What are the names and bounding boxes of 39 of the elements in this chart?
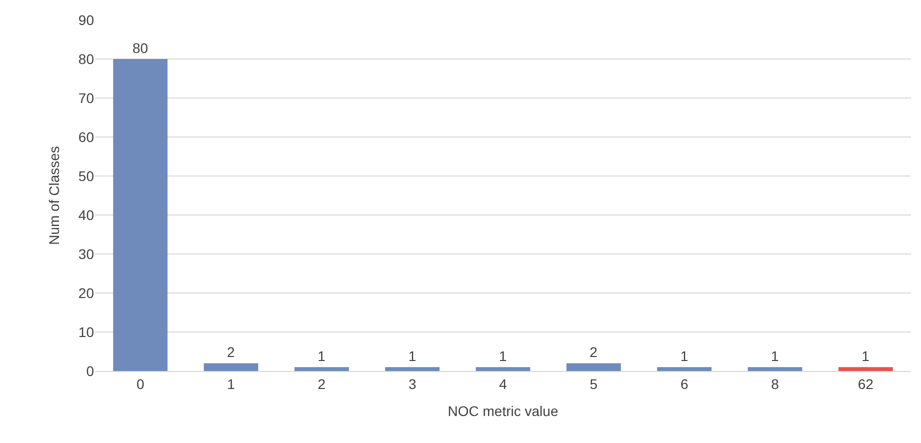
data-label: 1 bbox=[499, 348, 507, 364]
data-label: 2 bbox=[227, 344, 235, 360]
bar bbox=[385, 367, 440, 371]
x-tick-label: 6 bbox=[680, 376, 688, 392]
y-tick-label: 30 bbox=[78, 246, 94, 262]
bar bbox=[294, 367, 349, 371]
y-tick-label: 20 bbox=[78, 284, 94, 301]
data-label: 1 bbox=[771, 348, 779, 364]
y-tick-label: 80 bbox=[78, 50, 94, 67]
y-tick-label: 60 bbox=[78, 128, 94, 145]
bar bbox=[476, 367, 530, 371]
bar bbox=[566, 363, 621, 371]
bar bbox=[657, 367, 712, 371]
y-axis-title: Num of Classes bbox=[46, 146, 62, 245]
y-tick-label: 40 bbox=[78, 206, 94, 223]
data-label: 1 bbox=[862, 348, 870, 364]
bar bbox=[113, 59, 168, 371]
data-label: 1 bbox=[408, 348, 416, 364]
data-label: 1 bbox=[318, 348, 326, 364]
x-tick-label: 0 bbox=[136, 376, 144, 392]
data-label: 1 bbox=[680, 348, 688, 364]
bar bbox=[204, 363, 258, 371]
y-tick-label: 10 bbox=[78, 324, 94, 340]
y-tick-label: 70 bbox=[78, 90, 94, 106]
y-tick-label: 0 bbox=[86, 362, 94, 379]
x-tick-label: 5 bbox=[590, 376, 598, 392]
x-tick-label: 2 bbox=[318, 376, 326, 392]
x-tick-label: 8 bbox=[771, 376, 780, 392]
data-label: 2 bbox=[590, 344, 598, 360]
data-label: 80 bbox=[132, 40, 148, 56]
bar bbox=[748, 367, 802, 371]
x-axis-title: NOC metric value bbox=[448, 403, 558, 420]
y-tick-label: 50 bbox=[78, 168, 94, 184]
x-tick-label: 4 bbox=[499, 376, 508, 392]
x-tick-label: 62 bbox=[858, 376, 874, 392]
y-tick-label: 90 bbox=[78, 12, 94, 28]
x-tick-label: 1 bbox=[227, 376, 236, 392]
bar bbox=[838, 367, 893, 371]
x-tick-label: 3 bbox=[408, 376, 416, 392]
